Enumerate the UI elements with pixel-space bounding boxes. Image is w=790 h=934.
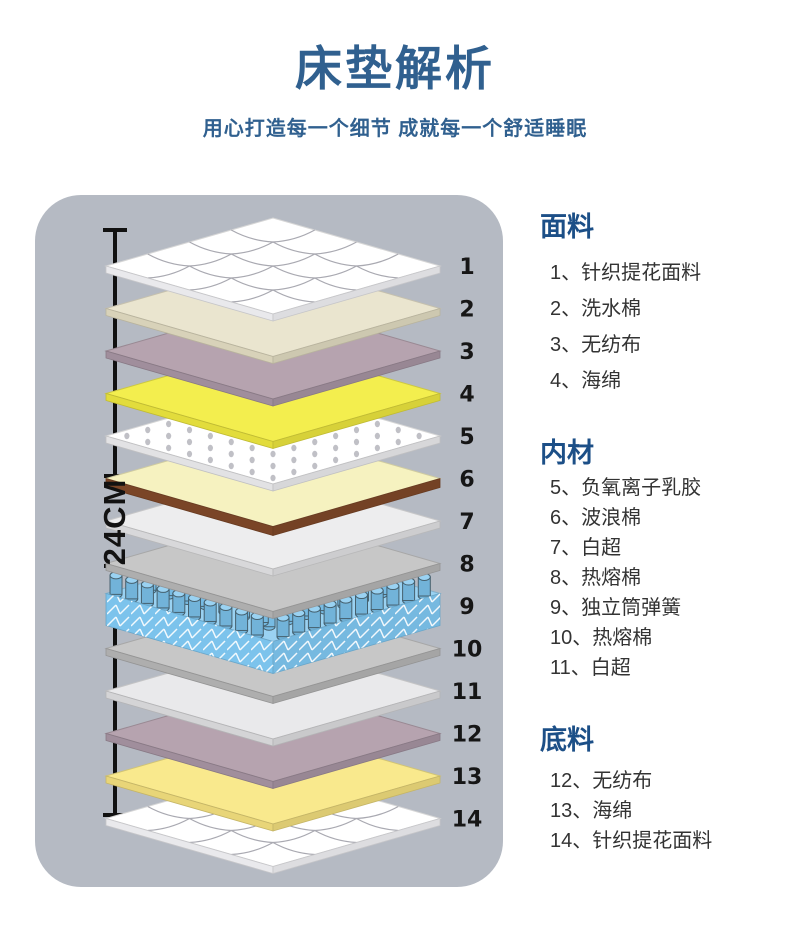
layer-number-13: 13 — [452, 765, 483, 790]
legend-list-inner: 5、负氧离子乳胶 6、波浪棉 7、白超 8、热熔棉 9、独立筒弹簧 10、热熔棉 11、白超 — [540, 473, 790, 683]
page-title: 床垫解析 — [295, 42, 495, 95]
legend-heading-surface: 面料 — [540, 212, 594, 242]
layer-number-9: 9 — [459, 595, 474, 620]
legend: 面料 1、针织提花面料 2、洗水棉 3、无纺布 4、海绵 内材 5、负氧离子乳胶 6、波… — [540, 212, 790, 856]
legend-item: 2、洗水棉 — [550, 298, 642, 320]
mattress-layer-stack: 14 13 12 11 10 9 8 7 6 5 4 3 2 1 — [103, 217, 483, 875]
layer-number-8: 8 — [459, 553, 474, 578]
layer-number-6: 6 — [459, 468, 474, 493]
measure-bottom-cap — [103, 813, 127, 817]
layer-numbers: 14 13 12 11 10 9 8 7 6 5 4 3 2 1 — [452, 255, 483, 833]
layer-number-12: 12 — [452, 723, 483, 748]
legend-item: 6、波浪棉 — [550, 507, 642, 529]
layer-number-7: 7 — [459, 510, 474, 535]
legend-item: 9、独立筒弹簧 — [550, 597, 682, 619]
layer-1 — [104, 217, 442, 322]
legend-item: 13、海绵 — [550, 800, 633, 822]
legend-section-surface: 面料 1、针织提花面料 2、洗水棉 3、无纺布 4、海绵 — [540, 212, 790, 399]
layer-number-4: 4 — [459, 383, 474, 408]
layer-number-1: 1 — [459, 255, 474, 280]
legend-item: 5、负氧离子乳胶 — [550, 477, 702, 499]
legend-item: 12、无纺布 — [550, 770, 653, 792]
layer-number-5: 5 — [459, 425, 474, 450]
layer-number-3: 3 — [459, 340, 474, 365]
layer-number-10: 10 — [452, 638, 483, 663]
mattress-diagram-panel: 14 13 12 11 10 9 8 7 6 5 4 3 2 1 24CM — [35, 195, 503, 887]
layer-number-14: 14 — [452, 808, 483, 833]
legend-item: 14、针织提花面料 — [550, 830, 713, 852]
layers-group — [104, 217, 442, 875]
legend-heading-bottom: 底料 — [540, 725, 594, 755]
legend-section-inner: 内材 5、负氧离子乳胶 6、波浪棉 7、白超 8、热熔棉 9、独立筒弹簧 10、热熔棉 11… — [540, 438, 790, 683]
legend-item: 10、热熔棉 — [550, 627, 653, 649]
height-measure-label: 24CM — [97, 478, 132, 566]
page-subtitle: 用心打造每一个细节 成就每一个舒适睡眠 — [202, 118, 588, 140]
legend-heading-inner: 内材 — [540, 438, 594, 468]
legend-item: 1、针织提花面料 — [550, 262, 702, 284]
legend-list-bottom: 12、无纺布 13、海绵 14、针织提花面料 — [540, 766, 790, 856]
legend-item: 8、热熔棉 — [550, 567, 642, 589]
legend-list-surface: 1、针织提花面料 2、洗水棉 3、无纺布 4、海绵 — [540, 255, 790, 399]
legend-section-bottom: 底料 12、无纺布 13、海绵 14、针织提花面料 — [540, 725, 790, 856]
legend-item: 7、白超 — [550, 537, 622, 559]
legend-item: 11、白超 — [550, 657, 631, 679]
layer-number-2: 2 — [459, 298, 474, 323]
layer-number-11: 11 — [452, 680, 483, 705]
legend-item: 3、无纺布 — [550, 334, 642, 356]
legend-item: 4、海绵 — [550, 370, 622, 392]
